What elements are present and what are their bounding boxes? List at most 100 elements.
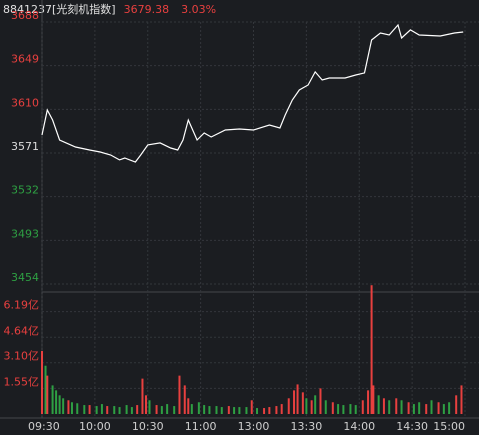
y-tick-label: 4.64亿 bbox=[4, 324, 40, 337]
x-tick-label: 15:00 bbox=[433, 420, 465, 433]
x-tick-label: 10:30 bbox=[132, 420, 164, 433]
volume-bar bbox=[95, 406, 98, 414]
volume-bar bbox=[400, 400, 403, 414]
volume-bar bbox=[76, 403, 79, 414]
volume-bar bbox=[296, 384, 299, 414]
volume-bar bbox=[305, 398, 308, 414]
volume-bar bbox=[238, 407, 241, 414]
volume-bar bbox=[287, 398, 290, 414]
volume-bar bbox=[324, 400, 327, 414]
x-tick-label: 09:30 bbox=[28, 420, 60, 433]
y-tick-label: 3649 bbox=[11, 53, 39, 66]
volume-bar bbox=[58, 395, 61, 414]
header-annotation: 3.03% bbox=[181, 3, 216, 16]
volume-bar bbox=[331, 402, 334, 414]
volume-bar bbox=[183, 385, 186, 414]
x-tick-label: 14:00 bbox=[343, 420, 375, 433]
x-tick-label: 14:30 bbox=[396, 420, 428, 433]
volume-bar bbox=[125, 405, 128, 414]
volume-bar bbox=[70, 402, 73, 414]
volume-bar bbox=[268, 407, 271, 414]
x-tick-label: 13:30 bbox=[291, 420, 323, 433]
volume-bar bbox=[293, 390, 296, 414]
x-tick-label: 10:00 bbox=[79, 420, 111, 433]
volume-bar bbox=[301, 392, 304, 414]
volume-bar bbox=[377, 395, 380, 414]
volume-bar bbox=[227, 406, 230, 414]
volume-bar bbox=[382, 398, 385, 414]
volume-bar bbox=[220, 407, 223, 414]
volume-bar bbox=[190, 404, 193, 414]
volume-bar bbox=[430, 400, 433, 414]
y-tick-label: 3688 bbox=[11, 9, 39, 22]
y-tick-label: 3610 bbox=[11, 96, 39, 109]
volume-bar bbox=[372, 385, 375, 414]
volume-bar bbox=[361, 400, 364, 414]
volume-bar bbox=[144, 395, 147, 414]
volume-bar bbox=[88, 405, 91, 414]
volume-bar bbox=[354, 405, 357, 414]
volume-bar bbox=[141, 378, 144, 414]
y-tick-label: 3454 bbox=[11, 271, 39, 284]
volume-bar bbox=[215, 406, 218, 414]
x-tick-label: 13:00 bbox=[238, 420, 270, 433]
volume-bar bbox=[460, 385, 463, 414]
volume-bar bbox=[407, 402, 410, 414]
volume-bar bbox=[55, 390, 58, 414]
volume-bar bbox=[160, 406, 163, 414]
volume-bar bbox=[349, 404, 352, 414]
volume-bar bbox=[342, 405, 345, 414]
volume-bar bbox=[437, 402, 440, 414]
volume-bar bbox=[412, 404, 415, 414]
volume-bar bbox=[44, 365, 47, 414]
chart-title: 8841237[光刻机指数] bbox=[3, 2, 116, 16]
volume-bar bbox=[187, 398, 190, 414]
header-annotation: 3679.38 bbox=[124, 3, 170, 16]
x-tick-label: 11:00 bbox=[185, 420, 217, 433]
volume-bar bbox=[130, 407, 133, 414]
volume-bar bbox=[106, 406, 109, 414]
volume-bar bbox=[178, 375, 181, 414]
volume-bar bbox=[245, 407, 248, 414]
y-tick-label: 1.55亿 bbox=[4, 375, 40, 388]
y-tick-label: 6.19亿 bbox=[4, 299, 40, 312]
price-line bbox=[41, 23, 464, 163]
volume-bar bbox=[41, 351, 43, 414]
volume-bar bbox=[62, 398, 65, 414]
volume-bar bbox=[197, 402, 200, 414]
volume-bar bbox=[166, 404, 169, 414]
y-tick-label: 3532 bbox=[11, 184, 39, 197]
y-tick-label: 3.10亿 bbox=[4, 350, 40, 363]
volume-bar bbox=[395, 398, 398, 414]
volume-bar bbox=[173, 406, 176, 414]
volume-bar bbox=[113, 406, 116, 414]
volume-bar bbox=[208, 406, 211, 414]
volume-bar bbox=[203, 405, 206, 414]
volume-bar bbox=[155, 405, 158, 414]
volume-bar bbox=[442, 404, 445, 414]
volume-bar bbox=[388, 400, 391, 414]
volume-bar bbox=[310, 400, 313, 414]
volume-bar bbox=[425, 404, 428, 414]
volume-bar bbox=[263, 408, 266, 414]
volume-bar bbox=[367, 390, 370, 414]
volume-bar bbox=[314, 395, 317, 414]
volume-bar bbox=[100, 404, 103, 414]
volume-bar bbox=[256, 408, 259, 414]
volume-bar bbox=[370, 285, 373, 414]
volume-bar bbox=[83, 405, 86, 414]
volume-bar bbox=[280, 404, 283, 414]
volume-bar bbox=[118, 407, 121, 414]
volume-bar bbox=[418, 402, 421, 414]
volume-bar bbox=[337, 404, 340, 414]
volume-bar bbox=[455, 395, 458, 414]
volume-bar bbox=[275, 406, 278, 414]
volume-bar bbox=[67, 400, 70, 414]
volume-bar bbox=[136, 405, 139, 414]
volume-bar bbox=[148, 400, 151, 414]
volume-bar bbox=[51, 385, 54, 414]
y-tick-label: 3493 bbox=[11, 227, 39, 240]
y-tick-label: 3571 bbox=[11, 140, 39, 153]
volume-bar bbox=[448, 402, 451, 414]
